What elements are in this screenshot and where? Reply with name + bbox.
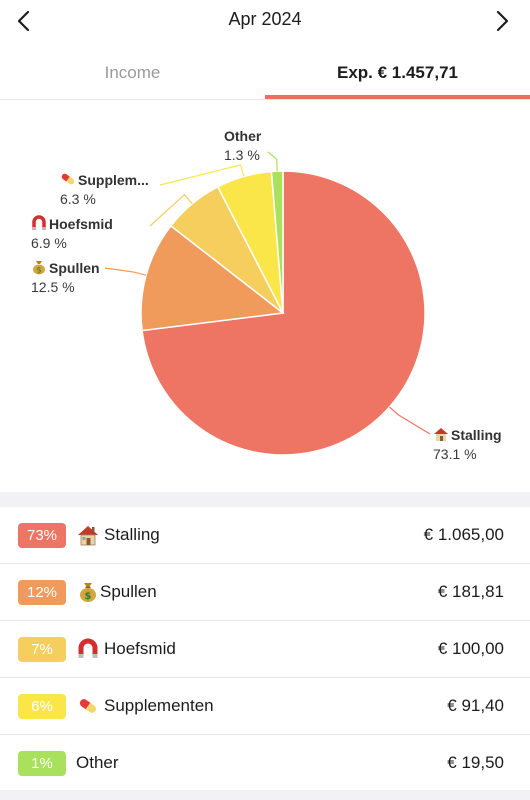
pie-label-name: Hoefsmid <box>49 216 113 232</box>
category-amount: € 19,50 <box>447 753 504 772</box>
pie-chart: Stalling 73.1 % $ Spullen 12.5 % Hoefsmid… <box>0 100 530 492</box>
percent-badge: 12% <box>18 580 66 605</box>
category-label: Supplementen <box>104 696 214 715</box>
category-amount: € 100,00 <box>437 639 504 658</box>
pie-label-hoefsmid: Hoefsmid 6.9 % <box>31 215 113 253</box>
category-amount: € 91,40 <box>447 696 504 715</box>
pill-icon <box>79 699 97 713</box>
pie-slice-other[interactable] <box>270 170 284 314</box>
pill-icon <box>60 171 76 187</box>
tab-bar: Income Exp. € 1.457,71 <box>0 50 530 100</box>
pie-chart-svg <box>104 151 431 456</box>
section-separator <box>0 492 530 507</box>
leader-line-stalling <box>389 406 431 435</box>
pie-label-name: Spullen <box>49 260 100 276</box>
pie-label-percent: 12.5 % <box>31 279 75 295</box>
percent-badge: 1% <box>18 751 66 776</box>
money-bag-icon: $ <box>80 583 96 602</box>
chevron-left-icon <box>17 10 30 32</box>
category-row-spullen[interactable]: 12% $ Spullen € 181,81 <box>0 564 530 621</box>
bottom-separator <box>0 790 530 800</box>
category-row-other[interactable]: 1% Other € 19,50 <box>0 735 530 792</box>
leader-line-spullen <box>104 267 147 276</box>
month-title: Apr 2024 <box>228 9 302 29</box>
tab-expenses[interactable]: Exp. € 1.457,71 <box>337 63 458 82</box>
percent-badge: 7% <box>18 637 66 662</box>
leader-line-supplementen <box>159 164 245 186</box>
category-row-supplementen[interactable]: 6% Supplementen € 91,40 <box>0 678 530 735</box>
percent-badge: 6% <box>18 694 66 719</box>
pie-label-name: Supplem... <box>78 172 149 188</box>
active-tab-indicator <box>265 95 530 99</box>
category-row-hoefsmid[interactable]: 7% Hoefsmid € 100,00 <box>0 621 530 678</box>
pie-label-percent: 6.9 % <box>31 235 67 251</box>
category-list: 73% Stalling € 1.065,00 12% $ Spullen € … <box>0 507 530 792</box>
horseshoe-magnet-icon <box>78 638 98 658</box>
pie-label-percent: 73.1 % <box>433 446 477 462</box>
pie-label-stalling: Stalling 73.1 % <box>433 426 502 464</box>
category-row-stalling[interactable]: 73% Stalling € 1.065,00 <box>0 507 530 564</box>
svg-text:$: $ <box>36 266 41 275</box>
leader-line-other <box>267 151 278 172</box>
pie-label-name: Other <box>224 128 262 144</box>
pie-label-percent: 1.3 % <box>224 147 260 163</box>
pie-label-other: Other 1.3 % <box>224 127 261 165</box>
category-amount: € 181,81 <box>437 582 504 601</box>
category-amount: € 1.065,00 <box>423 525 504 544</box>
pie-label-supplementen: Supplem... 6.3 % <box>60 171 149 209</box>
month-header: Apr 2024 <box>0 0 530 44</box>
tab-income[interactable]: Income <box>104 63 161 82</box>
money-bag-icon: $ <box>31 259 47 275</box>
pie-label-name: Stalling <box>451 427 502 443</box>
leader-line-hoefsmid <box>149 193 193 227</box>
category-label: Hoefsmid <box>104 639 176 658</box>
chevron-right-icon <box>496 10 509 32</box>
percent-badge: 73% <box>18 523 66 548</box>
house-icon <box>433 426 449 442</box>
next-month-button[interactable] <box>486 6 522 36</box>
pie-label-percent: 6.3 % <box>60 191 96 207</box>
horseshoe-magnet-icon <box>31 215 47 231</box>
house-icon <box>78 526 98 546</box>
prev-month-button[interactable] <box>6 6 42 36</box>
category-label: Stalling <box>104 525 160 544</box>
pie-label-spullen: $ Spullen 12.5 % <box>31 259 100 297</box>
svg-text:$: $ <box>85 591 92 602</box>
category-label: Spullen <box>100 582 157 601</box>
category-label: Other <box>76 753 119 772</box>
